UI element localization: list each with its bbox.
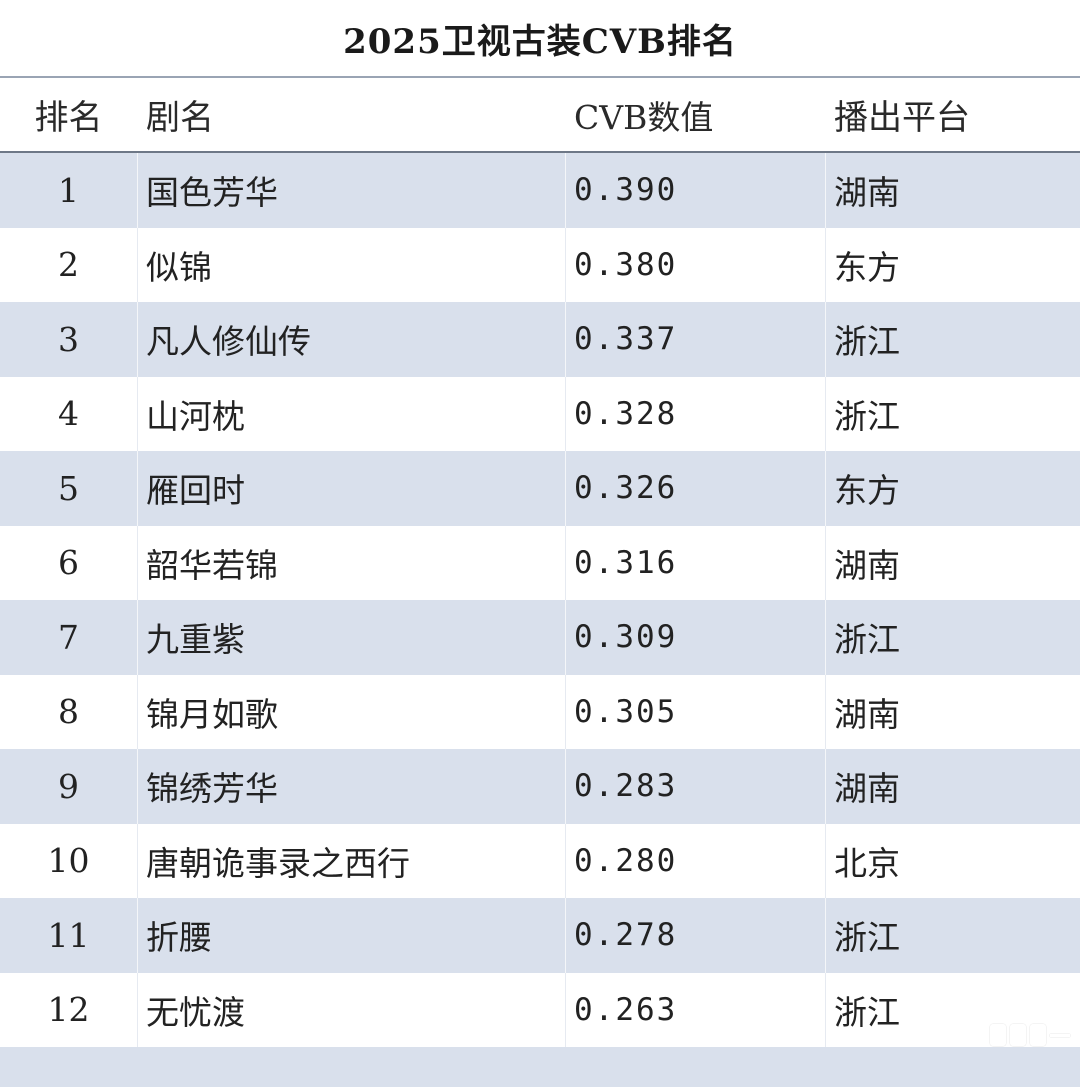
name-cell: 唐朝诡事录之西行: [137, 824, 565, 899]
table-header-row: 排名 剧名 CVB数值 播出平台: [0, 78, 1080, 153]
name-cell: 凡人修仙传: [137, 302, 565, 377]
cvb-cell: 0.328: [565, 377, 825, 452]
table-row: 11 折腰 0.278 浙江: [0, 898, 1080, 973]
table-row: 2 似锦 0.380 东方: [0, 228, 1080, 303]
cvb-cell: 0.316: [565, 526, 825, 601]
platform-cell: 浙江: [825, 898, 1080, 973]
ranking-table: 排名 剧名 CVB数值 播出平台 1 国色芳华 0.390 湖南 2 似锦 0.…: [0, 76, 1080, 1062]
table-row: 10 唐朝诡事录之西行 0.280 北京: [0, 824, 1080, 899]
table-row: 5 雁回时 0.326 东方: [0, 451, 1080, 526]
header-platform: 播出平台: [825, 78, 1080, 151]
rank-cell: 1: [0, 153, 137, 228]
platform-cell: 湖南: [825, 526, 1080, 601]
rank-cell: 10: [0, 824, 137, 899]
name-cell: 无忧渡: [137, 973, 565, 1048]
header-cvb: CVB数值: [565, 78, 825, 151]
platform-cell: 北京: [825, 824, 1080, 899]
platform-cell: 浙江: [825, 377, 1080, 452]
platform-cell: 浙江: [825, 302, 1080, 377]
name-cell: 似锦: [137, 228, 565, 303]
name-cell: 山河枕: [137, 377, 565, 452]
page-title: 2025卫视古装CVB排名: [0, 0, 1080, 76]
name-cell: 雁回时: [137, 451, 565, 526]
table-row-cutoff: [0, 1047, 1080, 1087]
rank-cell: 7: [0, 600, 137, 675]
header-rank: 排名: [0, 78, 137, 151]
platform-cell: 湖南: [825, 675, 1080, 750]
table-row: 9 锦绣芳华 0.283 湖南: [0, 749, 1080, 824]
header-name: 剧名: [137, 78, 565, 151]
rank-cell: 11: [0, 898, 137, 973]
app-watermark-icon: [990, 1024, 1070, 1046]
rank-cell: 12: [0, 973, 137, 1048]
rank-cell: 3: [0, 302, 137, 377]
watermark-bar-icon: [1050, 1034, 1070, 1037]
cvb-cell: 0.283: [565, 749, 825, 824]
cvb-cell: 0.390: [565, 153, 825, 228]
table-row: 4 山河枕 0.328 浙江: [0, 377, 1080, 452]
table-row: 1 国色芳华 0.390 湖南: [0, 153, 1080, 228]
table-row: 8 锦月如歌 0.305 湖南: [0, 675, 1080, 750]
watermark-box-icon: [1010, 1024, 1026, 1046]
table-row: 3 凡人修仙传 0.337 浙江: [0, 302, 1080, 377]
watermark-box-icon: [990, 1024, 1006, 1046]
rank-cell: 9: [0, 749, 137, 824]
rank-cell: 8: [0, 675, 137, 750]
platform-cell: 东方: [825, 228, 1080, 303]
rank-cell: 2: [0, 228, 137, 303]
platform-cell: 浙江: [825, 600, 1080, 675]
cvb-cell: 0.380: [565, 228, 825, 303]
name-cell: 锦绣芳华: [137, 749, 565, 824]
name-cell: 九重紫: [137, 600, 565, 675]
platform-cell: 湖南: [825, 749, 1080, 824]
name-cell: 韶华若锦: [137, 526, 565, 601]
watermark-box-icon: [1030, 1024, 1046, 1046]
name-cell: 折腰: [137, 898, 565, 973]
rank-cell: 6: [0, 526, 137, 601]
table-row: 6 韶华若锦 0.316 湖南: [0, 526, 1080, 601]
cvb-cell: 0.278: [565, 898, 825, 973]
cvb-cell: 0.280: [565, 824, 825, 899]
rank-cell: 4: [0, 377, 137, 452]
platform-cell: 东方: [825, 451, 1080, 526]
table-row: 7 九重紫 0.309 浙江: [0, 600, 1080, 675]
cvb-cell: 0.305: [565, 675, 825, 750]
platform-cell: 湖南: [825, 153, 1080, 228]
cvb-cell: 0.337: [565, 302, 825, 377]
cvb-cell: 0.263: [565, 973, 825, 1048]
cvb-cell: 0.309: [565, 600, 825, 675]
table-row: 12 无忧渡 0.263 浙江: [0, 973, 1080, 1048]
cvb-cell: 0.326: [565, 451, 825, 526]
name-cell: 国色芳华: [137, 153, 565, 228]
name-cell: 锦月如歌: [137, 675, 565, 750]
rank-cell: 5: [0, 451, 137, 526]
